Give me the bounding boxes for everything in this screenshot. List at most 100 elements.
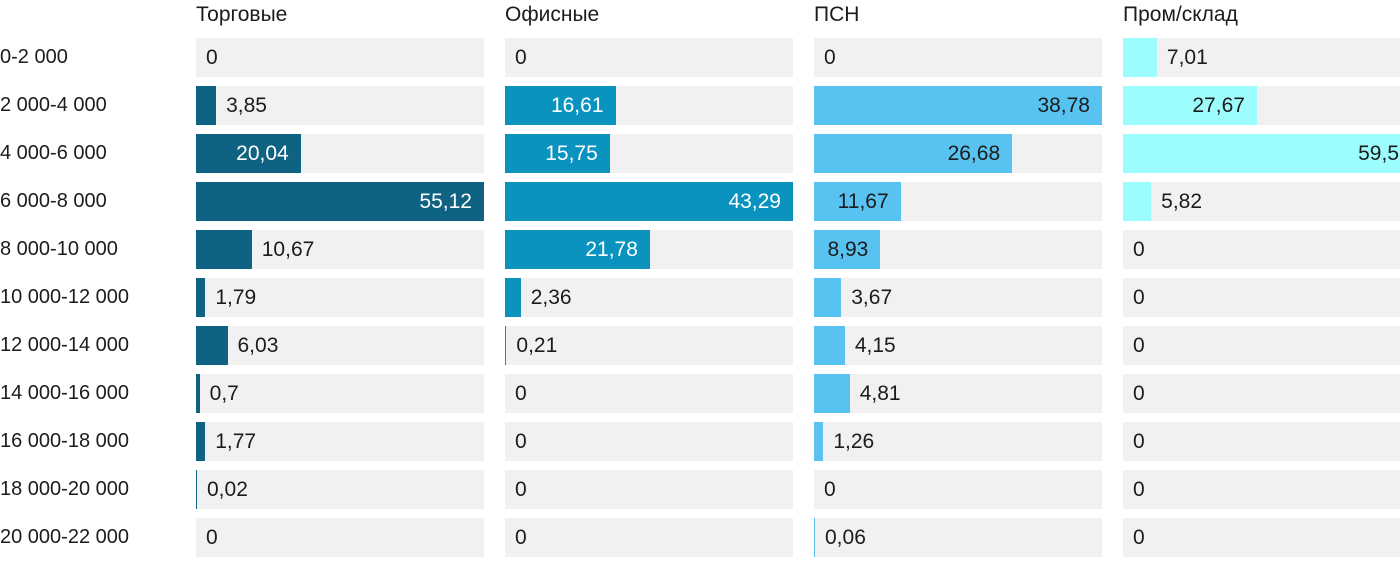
bar [1123,86,1257,125]
bar-value-label: 0 [206,526,218,549]
bar [814,326,845,365]
bar [196,422,206,461]
bar-value-label: 3,67 [851,286,893,309]
bar-value-label: 21,78 [585,238,638,261]
bar-track: 0,21 [505,326,793,365]
bar-track: 0 [505,422,793,461]
bar-value-label: 55,12 [419,190,472,213]
bar-value-label: 43,29 [728,190,781,213]
bar-track: 0 [505,374,793,413]
row-label: 20 000-22 000 [0,526,130,548]
bar [1123,38,1157,77]
bar-value-label: 0 [1133,238,1145,261]
bar-track: 11,67 [814,182,1102,221]
row-label: 8 000-10 000 [0,238,118,260]
bar-value-label: 59,5 [1358,142,1399,165]
bar-track: 20,04 [196,134,484,173]
bar-track: 27,67 [1123,86,1400,125]
row-label: 0-2 000 [0,46,68,68]
bar-value-label: 0 [1133,526,1145,549]
bar-track: 15,75 [505,134,793,173]
bar-value-label: 0 [1133,382,1145,405]
bar-value-label: 8,93 [827,238,869,261]
bar-value-label: 0,02 [207,478,248,501]
bar [196,278,206,317]
bar-value-label: 1,26 [833,430,875,453]
bar-track: 3,67 [814,278,1102,317]
bar-value-label: 38,78 [1037,94,1090,117]
bar [196,326,228,365]
bar-value-label: 1,79 [215,286,257,309]
bar [814,422,824,461]
row-label: 2 000-4 000 [0,94,107,116]
series-header: ПСН [814,3,860,26]
bar-value-label: 3,85 [226,94,267,117]
bar-track: 8,93 [814,230,1102,269]
row-label: 18 000-20 000 [0,478,130,500]
bar-value-label: 0 [515,526,527,549]
bar-value-label: 0 [824,478,836,501]
bar-track: 0 [1123,422,1400,461]
bar-track: 0,06 [814,518,1102,557]
bar-track: 0 [505,38,793,77]
chart-header-row: Торговые Офисные ПСН Пром/склад [0,0,1400,38]
series-header: Офисные [505,3,600,26]
bar-value-label: 7,01 [1166,46,1208,69]
bar-track: 10,67 [196,230,484,269]
bar [196,182,484,221]
bar-value-label: 0 [1133,334,1145,357]
bar-track: 0 [1123,518,1400,557]
bar-track: 0 [1123,278,1400,317]
bar-track: 0 [505,470,793,509]
bar [196,374,200,413]
bar-track: 0 [1123,326,1400,365]
bar-track: 59,5 [1123,134,1400,173]
bar-track: 0,02 [196,470,484,509]
bar [1123,134,1400,173]
bar [814,278,842,317]
bar-value-label: 4,81 [859,382,901,405]
row-label: 12 000-14 000 [0,334,130,356]
bar-track: 55,12 [196,182,484,221]
bar-value-label: 2,36 [530,286,572,309]
bar-value-label: 5,82 [1161,190,1203,213]
row-label: 10 000-12 000 [0,286,130,308]
bar-track: 5,82 [1123,182,1400,221]
bar-track: 0 [196,38,484,77]
bar-track: 26,68 [814,134,1102,173]
corner-cell [0,0,175,38]
bar-track: 0 [814,470,1102,509]
row-label: 6 000-8 000 [0,190,107,212]
series-header: Торговые [196,3,288,26]
bar-track: 0,7 [196,374,484,413]
bar [505,230,650,269]
bar-track: 4,15 [814,326,1102,365]
bar [505,86,616,125]
bar [505,326,507,365]
bar-value-label: 16,61 [550,94,604,117]
bar-track: 16,61 [505,86,793,125]
bar-track: 3,85 [196,86,484,125]
bar-track: 4,81 [814,374,1102,413]
bar [196,470,197,509]
bar [814,86,1102,125]
bar-track: 0 [1123,470,1400,509]
bar [814,518,815,557]
bar-track: 2,36 [505,278,793,317]
bar-track: 21,78 [505,230,793,269]
bar-track: 1,77 [196,422,484,461]
bar-value-label: 0,21 [516,334,558,357]
bar-track: 0 [196,518,484,557]
bar-track: 0 [814,38,1102,77]
bar [814,182,901,221]
bar-value-label: 4,15 [854,334,896,357]
bar-value-label: 0 [1133,478,1145,501]
bar-track: 0 [1123,230,1400,269]
row-label: 4 000-6 000 [0,142,107,164]
bar-track: 1,79 [196,278,484,317]
bar-track: 0 [1123,374,1400,413]
bar-track: 38,78 [814,86,1102,125]
bar [814,374,850,413]
bar [505,182,793,221]
